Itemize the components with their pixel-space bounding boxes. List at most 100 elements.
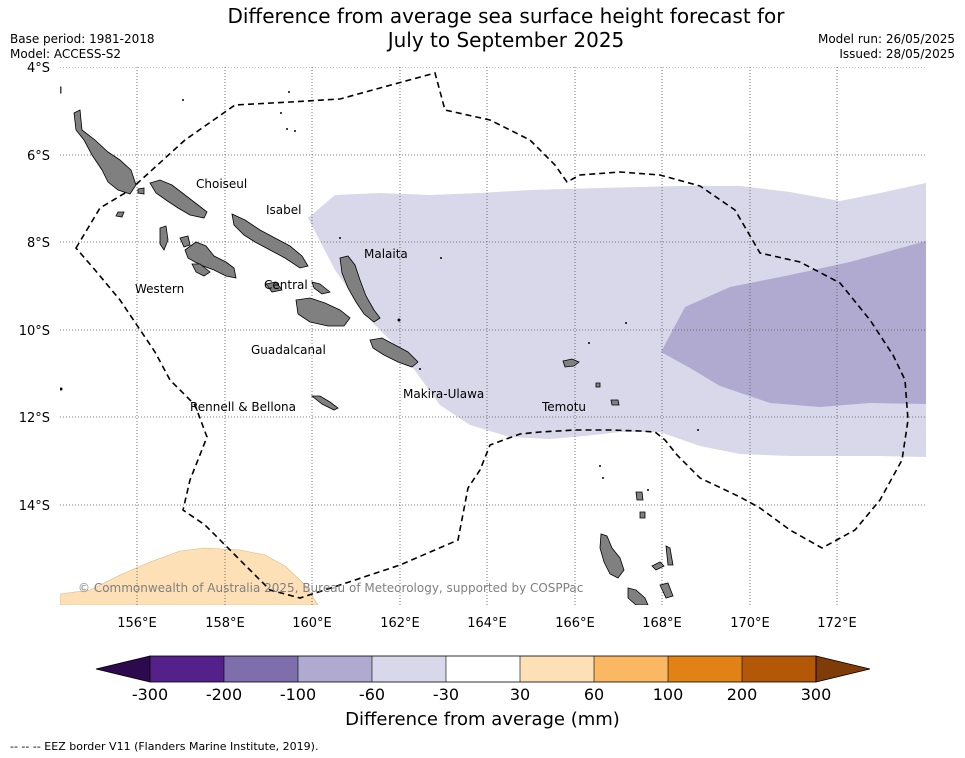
colorbar-segment (224, 656, 298, 682)
title-line-2: July to September 2025 (387, 28, 625, 52)
vanuatu-espiritu-santo (599, 533, 625, 579)
central-islet-b (311, 281, 331, 295)
gridlines (60, 67, 926, 605)
issued-text: Issued: 28/05/2025 (839, 47, 955, 61)
vanuatu-islet-d (639, 511, 646, 519)
colorbar-tick-label: -300 (132, 685, 168, 704)
lat-tick-label: 4°S (27, 61, 50, 76)
label-western: Western (135, 282, 184, 296)
colorbar-tick-labels: -300 -200 -100 -60 -30 30 60 100 200 300 (132, 685, 831, 704)
lat-tick-label: 8°S (27, 236, 50, 251)
lon-tick-label: 172°E (817, 616, 857, 631)
central-islet-a (265, 281, 283, 293)
vanuatu-malekula (627, 587, 649, 605)
colorbar-segment (372, 656, 446, 682)
anomaly-region-light-orange (60, 547, 319, 605)
colorbar-extend-low (95, 655, 151, 683)
colorbar-tick-label: -60 (359, 685, 385, 704)
colorbar-dividers (223, 656, 743, 682)
choiseul-island (73, 109, 137, 195)
colorbar-segment (668, 656, 742, 682)
western-islet-c (191, 263, 211, 277)
temotu-islet-a (562, 358, 580, 368)
land-masses (60, 86, 674, 605)
label-makira-ulawa: Makira-Ulawa (403, 387, 484, 401)
islet-dot (647, 489, 649, 491)
small-islets (60, 91, 699, 491)
colorbar-tick-label: 100 (653, 685, 684, 704)
islet-dot (397, 318, 401, 322)
islet-dot (697, 429, 699, 431)
islet-dot (419, 368, 421, 370)
lat-tick-label: 12°S (19, 411, 50, 426)
islet-dot (288, 91, 290, 93)
lon-tick-label: 156°E (117, 616, 157, 631)
base-period-text: Base period: 1981-2018 (10, 32, 155, 46)
islet-dot (602, 477, 604, 479)
islet-dot (280, 112, 282, 114)
chart-title: Difference from average sea surface heig… (0, 4, 965, 52)
lon-tick-label: 170°E (730, 616, 770, 631)
map-area: Choiseul Isabel Malaita Western Central … (60, 67, 926, 605)
guadalcanal-island (295, 297, 351, 327)
label-malaita: Malaita (364, 247, 408, 261)
latitude-labels: 4°S 6°S 8°S 10°S 12°S 14°S (19, 61, 50, 514)
lon-tick-label: 166°E (555, 616, 595, 631)
label-temotu: Temotu (541, 400, 586, 414)
islet-dot (60, 387, 63, 391)
malaita-island (339, 255, 381, 323)
eez-border (75, 72, 909, 599)
islet-dot (339, 237, 341, 239)
longitude-labels: 156°E 158°E 160°E 162°E 164°E 166°E 168°… (117, 616, 857, 631)
lon-tick-label: 168°E (642, 616, 682, 631)
islet-dot (182, 99, 184, 101)
rennell-island (310, 395, 339, 411)
label-central: Central (264, 278, 308, 292)
western-islet-e (137, 187, 145, 195)
label-rennell-bellona: Rennell & Bellona (190, 400, 296, 414)
lat-tick-label: 6°S (27, 149, 50, 164)
colorbar-tick-label: 300 (801, 685, 832, 704)
eez-border-note: -- -- -- EEZ border V11 (Flanders Marine… (10, 740, 319, 753)
makira-island (369, 337, 419, 368)
islet-dot (625, 322, 627, 324)
colorbar-segment (742, 656, 816, 682)
model-text: Model: ACCESS-S2 (10, 47, 122, 61)
label-isabel: Isabel (266, 203, 301, 217)
temotu-islet-c (610, 399, 620, 406)
western-islet-b (179, 235, 191, 248)
colorbar-segment (298, 656, 372, 682)
islet-dot (286, 128, 288, 130)
label-guadalcanal: Guadalcanal (251, 343, 326, 357)
vanuatu-islet-c (635, 491, 644, 501)
lon-tick-label: 162°E (380, 616, 420, 631)
vanuatu-islet-a (651, 561, 665, 571)
colorbar-tick-label: -200 (206, 685, 242, 704)
temotu-islet-b (595, 382, 601, 388)
colorbar-segment (446, 656, 520, 682)
colorbar-tick-label: 60 (584, 685, 604, 704)
copyright-text: © Commonwealth of Australia 2025, Bureau… (78, 581, 583, 595)
anomaly-region-mid-purple (661, 241, 926, 407)
lon-tick-label: 164°E (467, 616, 507, 631)
vanuatu-islet-b (665, 545, 674, 566)
lat-tick-label: 14°S (19, 499, 50, 514)
new-georgia-island (184, 241, 237, 279)
colorbar-segment (594, 656, 668, 682)
colorbar-title: Difference from average (mm) (345, 709, 620, 730)
colorbar-segment (150, 656, 224, 682)
vanuatu-islet-e (659, 582, 674, 599)
western-islet-a (159, 225, 169, 251)
colorbar-tick-label: 200 (727, 685, 758, 704)
colorbar-tick-label: 30 (510, 685, 530, 704)
islet-dot (294, 130, 296, 132)
bougainville-islet (60, 86, 62, 94)
lon-tick-label: 158°E (205, 616, 245, 631)
islet-dot (599, 465, 601, 467)
colorbar: -300 -200 -100 -60 -30 30 60 100 200 300 (95, 655, 871, 704)
islet-dot (440, 257, 442, 259)
run-info: Model run: 26/05/2025 Issued: 28/05/2025 (818, 32, 955, 62)
title-line-1: Difference from average sea surface heig… (227, 4, 785, 28)
vella-lavella-island (149, 179, 208, 219)
